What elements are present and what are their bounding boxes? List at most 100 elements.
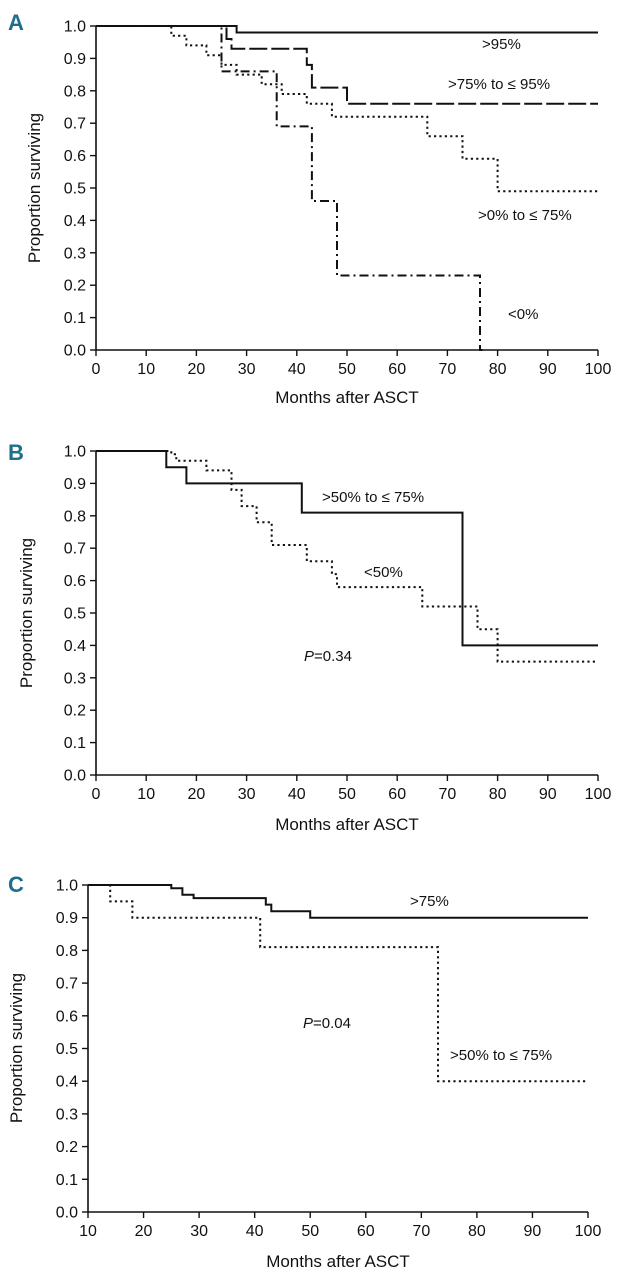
panel-b-x-tick-label: 70	[439, 786, 457, 803]
panel-a-x-tick-label: 50	[338, 361, 356, 378]
panel-b-p-value-number: =0.34	[314, 648, 352, 665]
panel-a-y-ticks: 0.0 0.1 0.2 0.3 0.4 0.5 0.6 0.7 0.8 0.9 1.0	[64, 19, 96, 360]
panel-c-axes	[87, 885, 588, 1213]
panel-c-y-tick-label: 0.1	[56, 1172, 78, 1189]
panel-a-x-tick-label: 100	[585, 361, 612, 378]
panel-c-x-tick-label: 50	[301, 1223, 319, 1240]
panel-b-y-tick-label: 0.0	[64, 768, 86, 785]
panel-a-x-axis-label: Months after ASCT	[275, 388, 419, 407]
panel-a-y-tick-label: 0.1	[64, 310, 86, 327]
panel-b-y-tick-label: 0.4	[64, 638, 86, 655]
panel-b-y-tick-label: 0.6	[64, 573, 86, 590]
panel-c-curves	[88, 884, 588, 1083]
panel-c-x-tick-label: 90	[524, 1223, 542, 1240]
panel-b-x-tick-label: 0	[92, 786, 101, 803]
panel-a-label-gt95: >95%	[482, 36, 521, 53]
panel-b-y-tick-label: 0.9	[64, 476, 86, 493]
panel-c-y-tick-label: 0.8	[56, 943, 78, 960]
panel-a-curve-4	[96, 25, 483, 351]
panel-c-x-tick-label: 20	[135, 1223, 153, 1240]
panel-c-label-gt75: >75%	[410, 893, 449, 910]
panel-a-x-tick-label: 90	[539, 361, 557, 378]
panel-b-curves	[96, 450, 598, 663]
panel-c-y-tick-label: 0.0	[56, 1205, 78, 1222]
panel-c-y-tick-label: 0.3	[56, 1106, 78, 1123]
panel-a-x-tick-label: 40	[288, 361, 306, 378]
panel-c: C 0.0 0.1 0.2 0.3 0.4 0.5 0.6 0.7 0.8 0.9 1.0 10 20…	[7, 872, 601, 1271]
panel-a-y-tick-label: 1.0	[64, 19, 86, 36]
panel-a-y-tick-label: 0.9	[64, 51, 86, 68]
panel-b-curve-2	[96, 450, 598, 663]
panel-c-x-ticks: 10 20 30 40 50 60 70 80 90 100	[79, 1212, 601, 1240]
panel-a-axes	[95, 26, 598, 351]
panel-a-x-tick-label: 80	[489, 361, 507, 378]
panel-b-x-tick-label: 30	[238, 786, 256, 803]
panel-b-y-tick-label: 0.8	[64, 508, 86, 525]
panel-c-x-tick-label: 30	[190, 1223, 208, 1240]
panel-b-y-tick-label: 1.0	[64, 444, 86, 461]
panel-c-y-tick-label: 0.2	[56, 1139, 78, 1156]
panel-a-label-lt0: <0%	[508, 306, 538, 323]
panel-c-y-tick-label: 0.6	[56, 1008, 78, 1025]
panel-c-x-axis-label: Months after ASCT	[266, 1252, 410, 1271]
panel-a-curve-3	[96, 25, 598, 193]
panel-a-curve-2	[96, 25, 598, 105]
panel-b-label-50-75: >50% to ≤ 75%	[322, 489, 424, 506]
panel-b-curve-1	[96, 450, 598, 647]
panel-a-y-tick-label: 0.3	[64, 245, 86, 262]
panel-b-letter: B	[8, 440, 24, 465]
panel-c-p-value-number: =0.04	[313, 1015, 351, 1032]
panel-a-y-tick-label: 0.4	[64, 213, 86, 230]
panel-b-x-tick-label: 40	[288, 786, 306, 803]
panel-a-y-tick-label: 0.2	[64, 278, 86, 295]
panel-c-y-tick-label: 0.4	[56, 1074, 78, 1091]
panel-c-y-ticks: 0.0 0.1 0.2 0.3 0.4 0.5 0.6 0.7 0.8 0.9 1.0	[56, 878, 88, 1222]
panel-b-y-tick-label: 0.2	[64, 703, 86, 720]
panel-a-x-tick-label: 70	[439, 361, 457, 378]
panel-c-y-tick-label: 1.0	[56, 878, 78, 895]
panel-c-label-50-75: >50% to ≤ 75%	[450, 1047, 552, 1064]
panel-b-y-tick-label: 0.7	[64, 541, 86, 558]
panel-c-curve-1	[88, 884, 588, 919]
panel-a-y-tick-label: 0.5	[64, 181, 86, 198]
panel-c-x-tick-label: 60	[357, 1223, 375, 1240]
panel-c-x-tick-label: 80	[468, 1223, 486, 1240]
panel-b-y-tick-label: 0.1	[64, 735, 86, 752]
panel-c-letter: C	[8, 872, 24, 897]
panel-c-x-tick-label: 10	[79, 1223, 97, 1240]
panel-a-label-0-75: >0% to ≤ 75%	[478, 207, 572, 224]
panel-b-axes	[95, 451, 598, 776]
panel-b-y-tick-label: 0.5	[64, 606, 86, 623]
panel-a: A 0.0 0.1 0.2 0.3 0.4 0.5 0.6 0.7 0.8 0.9 1.0 0 10 2…	[8, 10, 611, 407]
panel-b-x-ticks: 0 10 20 30 40 50 60 70 80 90 100	[92, 775, 612, 803]
panel-b-x-tick-label: 50	[338, 786, 356, 803]
panel-c-p-value: P=0.04	[303, 1015, 351, 1032]
panel-a-curves	[96, 25, 598, 351]
panel-a-y-tick-label: 0.7	[64, 116, 86, 133]
panel-a-y-axis-label: Proportion surviving	[25, 113, 44, 263]
panel-c-x-tick-label: 40	[246, 1223, 264, 1240]
panel-b-x-tick-label: 90	[539, 786, 557, 803]
panel-a-x-tick-label: 60	[388, 361, 406, 378]
panel-b: B 0.0 0.1 0.2 0.3 0.4 0.5 0.6 0.7 0.8 0.9 1.0 0 10 2…	[8, 440, 611, 834]
panel-c-y-tick-label: 0.9	[56, 910, 78, 927]
panel-a-x-ticks: 0 10 20 30 40 50 60 70 80 90 100	[92, 350, 612, 378]
panel-b-x-axis-label: Months after ASCT	[275, 815, 419, 834]
panel-c-x-tick-label: 100	[575, 1223, 602, 1240]
panel-b-x-tick-label: 100	[585, 786, 612, 803]
panel-b-x-tick-label: 20	[188, 786, 206, 803]
panel-b-p-value: P=0.34	[304, 648, 352, 665]
panel-a-x-tick-label: 10	[137, 361, 155, 378]
panel-a-x-tick-label: 30	[238, 361, 256, 378]
panel-b-x-tick-label: 80	[489, 786, 507, 803]
panel-b-x-tick-label: 60	[388, 786, 406, 803]
panel-c-y-tick-label: 0.5	[56, 1041, 78, 1058]
panel-c-curve-2	[88, 884, 588, 1083]
panel-a-y-tick-label: 0.0	[64, 343, 86, 360]
panel-a-y-tick-label: 0.6	[64, 148, 86, 165]
panel-a-letter: A	[8, 10, 24, 35]
panel-c-y-tick-label: 0.7	[56, 976, 78, 993]
panel-a-label-75-95: >75% to ≤ 95%	[448, 76, 550, 93]
panel-b-y-ticks: 0.0 0.1 0.2 0.3 0.4 0.5 0.6 0.7 0.8 0.9 1.0	[64, 444, 96, 785]
